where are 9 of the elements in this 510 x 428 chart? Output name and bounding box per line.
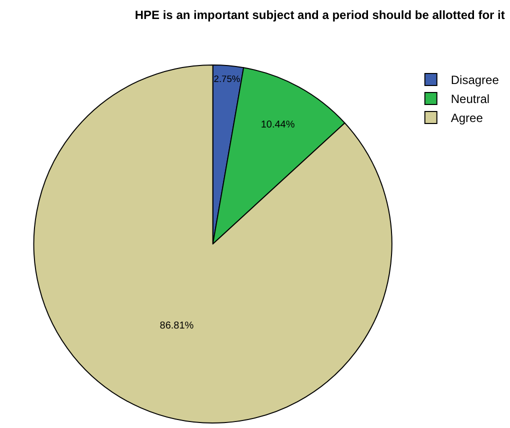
- legend-label: Neutral: [450, 92, 490, 106]
- pie-slice: [212, 67, 346, 244]
- legend-label: Disagree: [450, 73, 500, 88]
- pie-slice: [33, 64, 392, 424]
- chart-title: HPE is an important subject and a period should be allotted for it: [134, 8, 505, 22]
- legend-label: Agree: [450, 111, 484, 126]
- data-label: 86.81%: [160, 320, 194, 332]
- data-label: 2.75%: [214, 74, 240, 84]
- data-label: 10.44%: [260, 120, 295, 131]
